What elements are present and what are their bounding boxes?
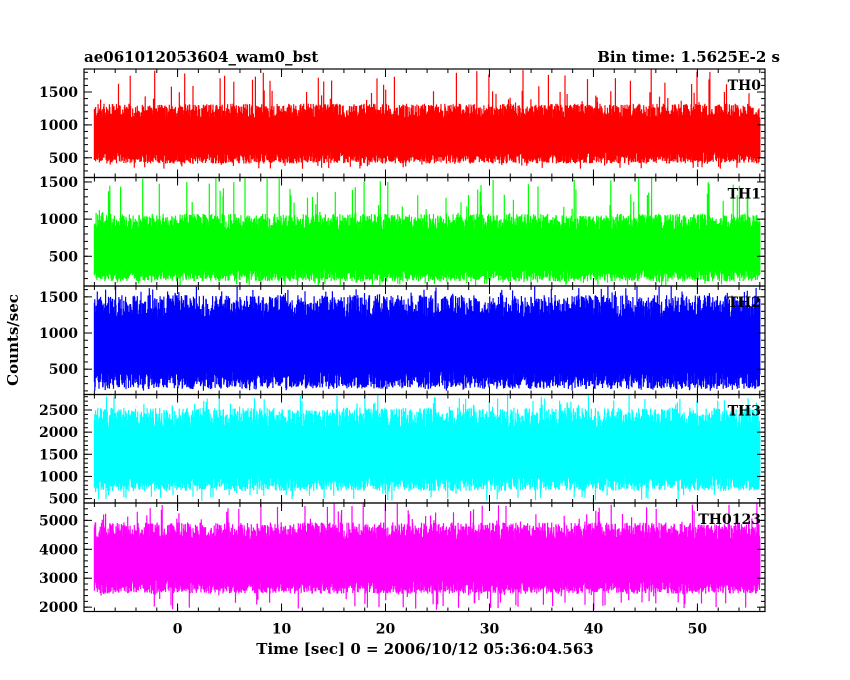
y-tick-label: 1500 xyxy=(39,85,78,101)
y-tick-label: 500 xyxy=(49,492,78,508)
x-tick-label: 20 xyxy=(376,622,396,638)
y-tick-label: 1000 xyxy=(39,469,78,485)
x-tick-label: 40 xyxy=(584,622,604,638)
panel-label-th0: TH0 xyxy=(728,78,762,94)
series-band-th1 xyxy=(94,229,760,269)
series-band-th3 xyxy=(94,426,760,476)
y-tick-label: 1500 xyxy=(39,290,78,306)
x-tick-label: 10 xyxy=(272,622,292,638)
panel-label-th3: TH3 xyxy=(728,404,761,420)
y-tick-label: 500 xyxy=(49,249,78,265)
y-tick-label: 1000 xyxy=(39,212,78,228)
y-axis-label: Counts/sec xyxy=(4,294,22,386)
panel-th0123: 2000 3000 4000 5000 TH0123 0 10 20 30 40 50 xyxy=(39,502,766,638)
y-tick-label: 1000 xyxy=(39,118,78,134)
y-tick-label: 4000 xyxy=(39,542,78,558)
y-tick-label: 5000 xyxy=(39,513,78,529)
y-tick-label: 2000 xyxy=(39,425,78,441)
series-band-th0 xyxy=(94,117,760,153)
x-tick-label: 30 xyxy=(480,622,500,638)
y-tick-label: 1500 xyxy=(39,447,78,463)
y-tick-label: 2500 xyxy=(39,403,78,419)
y-tick-label: 1500 xyxy=(39,175,78,191)
panel-frame xyxy=(83,502,766,613)
y-tick-label: 2000 xyxy=(39,600,78,616)
panel-th0: 500 1000 1500 TH0 xyxy=(39,68,766,179)
series-band-th0123 xyxy=(94,538,760,581)
chart-title-left: ae061012053604_wam0_bst xyxy=(84,48,318,66)
x-tick-label: 50 xyxy=(688,622,708,638)
chart-title-right: Bin time: 1.5625E-2 s xyxy=(597,48,780,66)
panel-label-th0123: TH0123 xyxy=(698,512,761,528)
panel-label-th2: TH2 xyxy=(728,295,761,311)
panel-label-th1: TH1 xyxy=(728,187,761,203)
panel-th2: 500 1000 1500 TH2 xyxy=(39,285,766,396)
y-tick-label: 3000 xyxy=(39,571,78,587)
x-tick-label: 0 xyxy=(173,622,183,638)
series-band-th2 xyxy=(94,316,760,372)
y-tick-label: 1000 xyxy=(39,326,78,342)
x-axis-label: Time [sec] 0 = 2006/10/12 05:36:04.563 xyxy=(256,640,593,658)
panel-th1: 500 1000 1500 TH1 xyxy=(39,175,766,287)
y-tick-label: 500 xyxy=(49,362,78,378)
panel-th3: 500 1000 1500 2000 2500 TH3 xyxy=(39,393,766,508)
y-tick-label: 500 xyxy=(49,151,78,167)
